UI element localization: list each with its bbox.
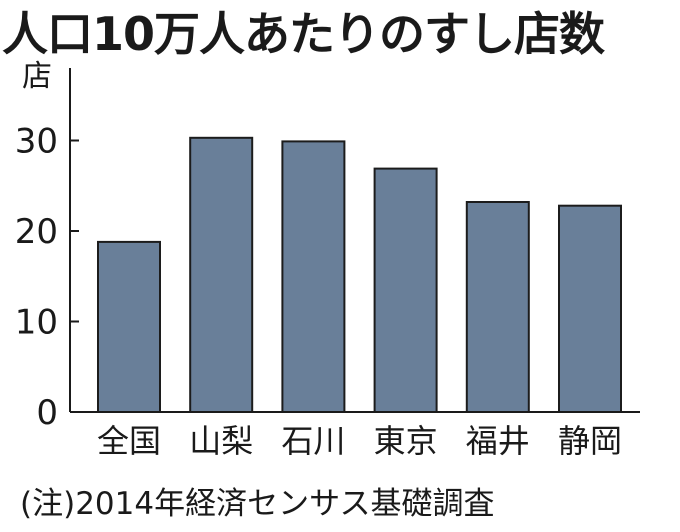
x-category-label-福井: 福井 (466, 422, 530, 460)
source-note: (注)2014年経済センサス基礎調査 (20, 486, 495, 522)
bar-福井 (465, 201, 530, 413)
y-tick-label-0: 0 (36, 393, 58, 433)
axes (69, 68, 640, 413)
x-category-label-山梨: 山梨 (189, 422, 253, 460)
x-category-label-石川: 石川 (281, 422, 345, 460)
y-tick-label-30: 30 (15, 122, 58, 162)
y-tick-label-20: 20 (15, 212, 58, 252)
bar-山梨 (189, 136, 254, 414)
chart-title: 人口10万人あたりのすし店数 (2, 7, 605, 61)
bar-石川 (281, 140, 346, 413)
y-axis-unit-label: 店 (22, 59, 52, 94)
bars-layer (97, 136, 622, 414)
x-category-label-全国: 全国 (97, 422, 161, 460)
x-category-label-静岡: 静岡 (558, 422, 622, 460)
y-tick-label-10: 10 (15, 303, 58, 343)
bar-静岡 (558, 204, 622, 413)
bar-全国 (97, 240, 161, 413)
x-category-labels: 全国 山梨 石川 東京 福井 静岡 (97, 422, 622, 460)
bar-東京 (373, 167, 438, 413)
y-tick-labels: 0 10 20 30 (15, 122, 79, 433)
x-category-label-東京: 東京 (374, 422, 438, 460)
